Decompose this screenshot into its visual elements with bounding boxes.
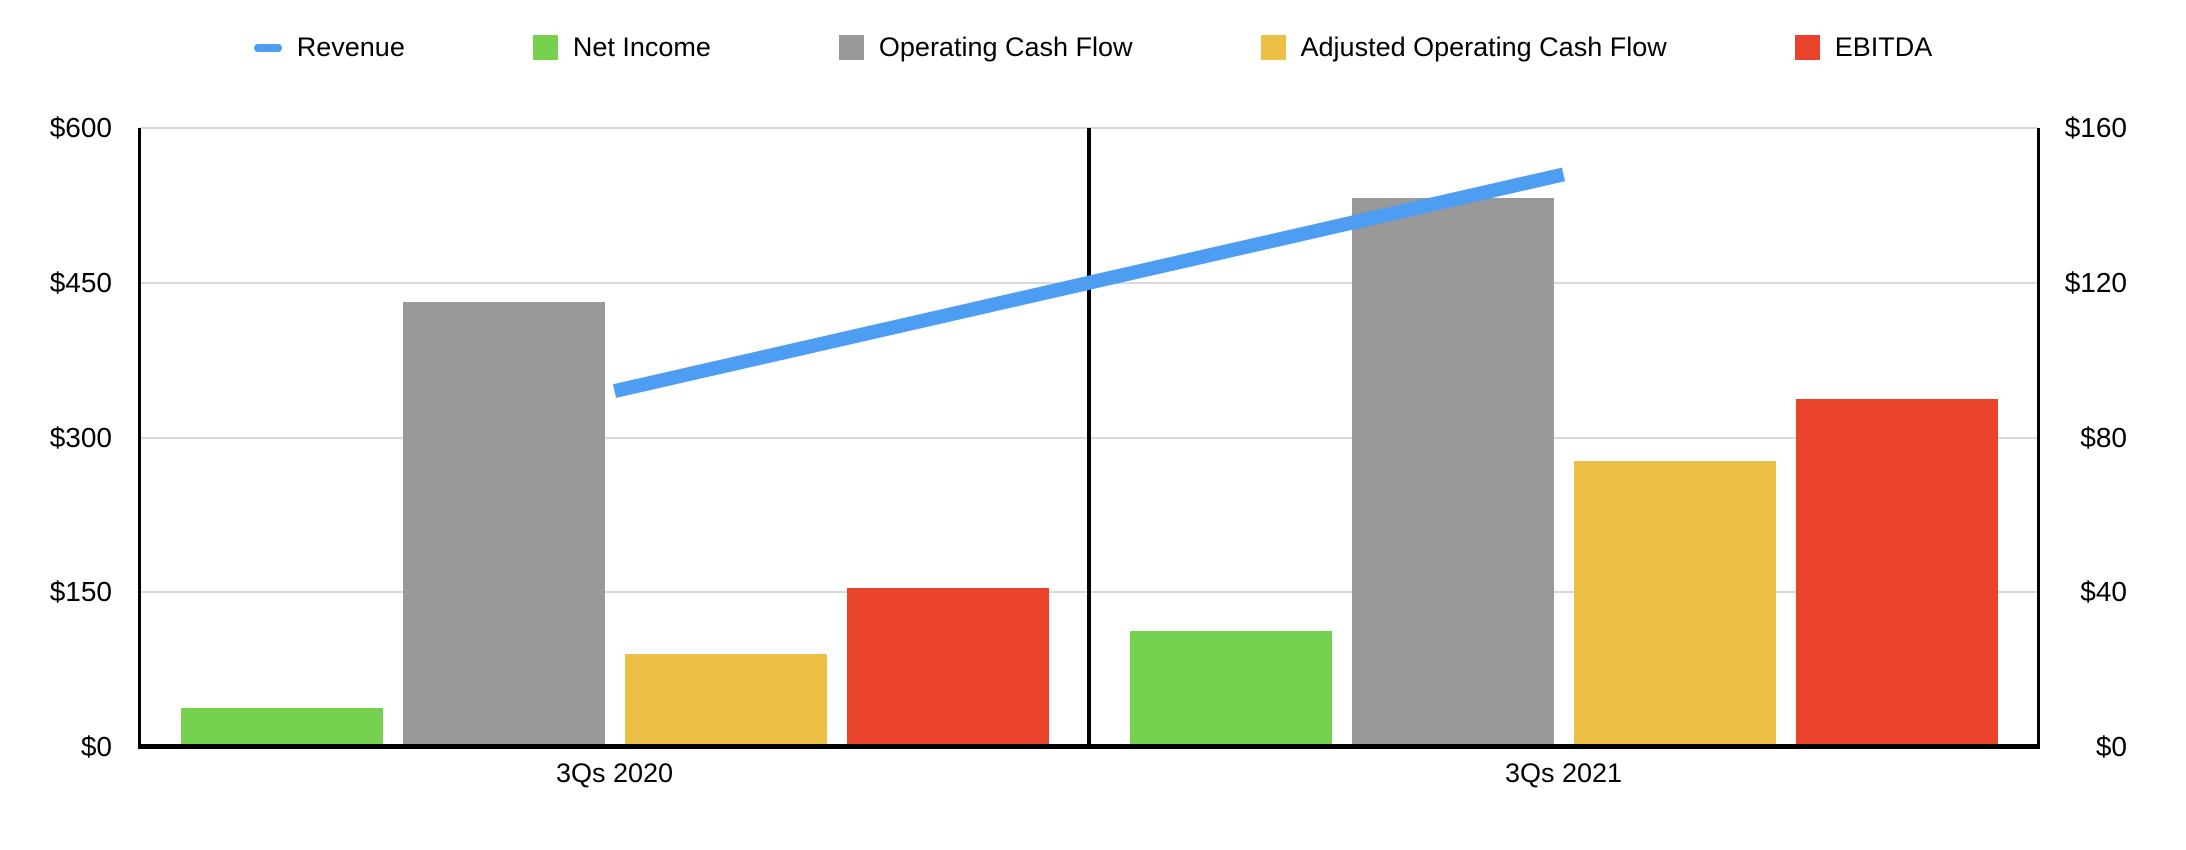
legend-item-operating-cash-flow[interactable]: Operating Cash Flow bbox=[838, 32, 1133, 63]
left-axis-tick: $450 bbox=[49, 266, 112, 298]
category-label: 3Qs 2020 bbox=[555, 758, 674, 788]
right-axis-tick: $0 bbox=[2095, 731, 2127, 762]
bar-operating-cash-flow bbox=[1351, 197, 1554, 747]
legend-line-marker-icon bbox=[253, 43, 282, 52]
right-axis-line bbox=[2037, 128, 2040, 749]
legend-square-swatch-icon bbox=[1794, 35, 1820, 60]
right-axis-tick: $160 bbox=[2064, 112, 2127, 143]
bar-adjusted-operating-cash-flow bbox=[624, 654, 827, 747]
legend-square-swatch-icon bbox=[532, 35, 558, 60]
legend-item-revenue[interactable]: Revenue bbox=[253, 32, 405, 63]
right-axis-tick: $120 bbox=[2064, 266, 2127, 298]
left-axis-tick: $150 bbox=[49, 576, 112, 608]
legend-label: Adjusted Operating Cash Flow bbox=[1300, 32, 1667, 62]
left-axis-line bbox=[138, 128, 141, 749]
revenue-line bbox=[612, 167, 1566, 398]
bar-ebitda bbox=[1795, 398, 1998, 747]
revenue-line-segment bbox=[612, 167, 1566, 398]
group-divider bbox=[1087, 128, 1091, 747]
left-axis-tick: $0 bbox=[80, 731, 112, 762]
legend-square-swatch-icon bbox=[1260, 35, 1286, 60]
legend-item-ebitda[interactable]: EBITDA bbox=[1794, 32, 1933, 63]
legend-label: Net Income bbox=[572, 32, 711, 62]
right-axis-tick: $80 bbox=[2080, 421, 2127, 453]
legend-label: Revenue bbox=[296, 32, 405, 62]
plot-area bbox=[138, 127, 2040, 749]
bar-operating-cash-flow bbox=[402, 302, 605, 747]
category-label: 3Qs 2021 bbox=[1504, 758, 1623, 788]
bar-adjusted-operating-cash-flow bbox=[1573, 460, 1776, 747]
legend-label: EBITDA bbox=[1834, 32, 1933, 62]
bar-net-income bbox=[1129, 630, 1332, 747]
bar-net-income bbox=[180, 708, 383, 747]
legend-item-adjusted-operating-cash-flow[interactable]: Adjusted Operating Cash Flow bbox=[1260, 32, 1667, 63]
legend-square-swatch-icon bbox=[838, 35, 864, 60]
x-axis-baseline bbox=[138, 744, 2040, 749]
legend-label: Operating Cash Flow bbox=[878, 32, 1133, 62]
bar-ebitda bbox=[846, 588, 1049, 747]
chart-legend: Revenue Net Income Operating Cash Flow Adju… bbox=[0, 32, 2186, 63]
left-axis-tick: $600 bbox=[49, 112, 112, 143]
left-axis-tick: $300 bbox=[49, 421, 112, 453]
legend-item-net-income[interactable]: Net Income bbox=[532, 32, 711, 63]
right-axis-tick: $40 bbox=[2080, 576, 2127, 608]
